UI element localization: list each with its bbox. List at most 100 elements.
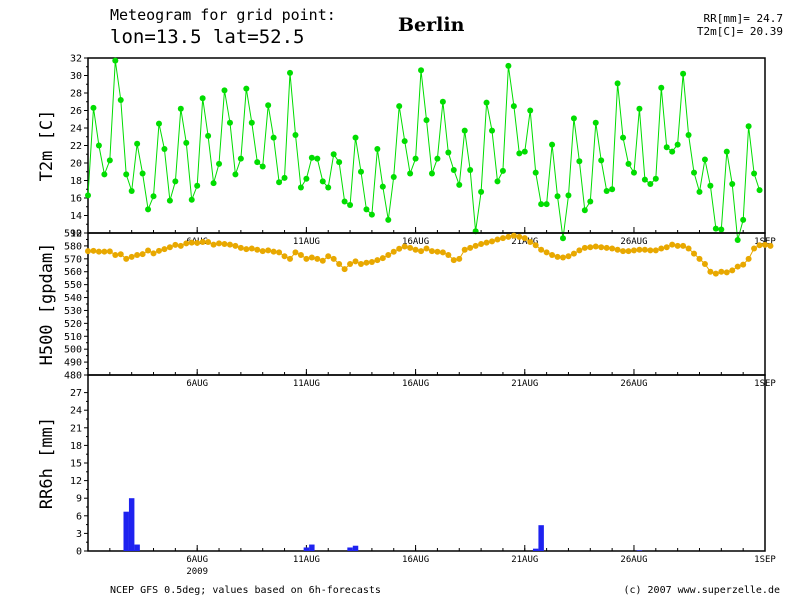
x-tick-label: 21AUG — [511, 379, 538, 389]
data-point — [188, 239, 195, 246]
data-point — [538, 246, 545, 253]
data-point — [194, 182, 201, 189]
data-point — [472, 242, 479, 249]
precip-bar — [309, 544, 315, 551]
data-point — [663, 244, 670, 251]
data-point — [723, 148, 730, 155]
data-point — [396, 103, 403, 110]
data-point — [652, 247, 659, 254]
data-point — [418, 67, 425, 74]
data-point — [155, 120, 162, 127]
data-point — [598, 244, 605, 251]
data-point — [603, 244, 610, 251]
data-point — [341, 266, 348, 273]
data-point — [319, 178, 326, 185]
data-point — [357, 260, 364, 267]
precip-bar — [538, 525, 544, 551]
data-point — [652, 175, 659, 182]
data-point — [325, 253, 332, 260]
y-tick-label: 550 — [64, 280, 82, 291]
data-point — [161, 146, 168, 152]
data-point — [85, 192, 91, 199]
data-point — [565, 253, 572, 260]
data-point — [368, 259, 375, 266]
data-point — [128, 253, 135, 260]
y-tick-label: 24 — [70, 406, 82, 417]
data-point — [243, 246, 250, 253]
city-name: Berlin — [398, 14, 465, 36]
y-tick-label: 530 — [64, 306, 82, 317]
data-point — [609, 186, 616, 193]
data-point — [390, 174, 397, 180]
data-point — [134, 140, 141, 147]
data-point — [166, 244, 173, 251]
data-point — [385, 216, 392, 223]
data-point — [390, 248, 397, 255]
data-point — [614, 80, 621, 87]
data-point — [407, 170, 414, 177]
data-point — [139, 170, 146, 177]
data-point — [554, 193, 561, 200]
data-point — [139, 251, 146, 258]
y-tick-label: 6 — [76, 511, 82, 522]
data-point — [106, 248, 113, 255]
data-point — [259, 163, 266, 170]
y-tick-label: 24 — [70, 124, 82, 135]
data-point — [762, 241, 768, 248]
data-point — [216, 240, 223, 247]
data-point — [308, 254, 315, 261]
data-point — [428, 248, 435, 255]
data-point — [740, 261, 747, 268]
data-point — [439, 98, 446, 105]
data-point — [467, 167, 474, 173]
data-point — [620, 134, 627, 141]
data-point — [554, 253, 561, 260]
x-tick-label: 6AUG — [186, 555, 208, 565]
data-point — [145, 206, 152, 213]
data-point — [505, 62, 512, 69]
y-tick-label: 12 — [70, 476, 82, 487]
data-point — [734, 237, 741, 243]
data-point — [570, 115, 577, 122]
data-point — [669, 148, 676, 155]
panel-frame-1 — [87, 232, 766, 376]
x-tick-label: 11AUG — [293, 379, 320, 389]
data-point — [658, 245, 665, 252]
footer-source: NCEP GFS 0.5deg; values based on 6h-fore… — [110, 585, 381, 596]
panel-frame-2 — [87, 374, 766, 552]
data-point — [172, 178, 179, 185]
data-point — [216, 160, 223, 167]
x-tick-label: 6AUG — [186, 379, 208, 389]
data-point — [756, 187, 763, 194]
x-tick-label: 21AUG — [511, 237, 538, 247]
x-year-label: 2009 — [186, 567, 208, 577]
data-point — [117, 97, 124, 103]
y-tick-label: 18 — [70, 441, 82, 452]
data-point — [461, 127, 468, 134]
data-point — [723, 269, 730, 276]
y-tick-label: 0 — [76, 547, 82, 558]
data-point — [423, 245, 430, 252]
y-axis-label-1: H500 [gpdam] — [37, 243, 57, 366]
data-point — [625, 160, 632, 167]
data-point — [330, 151, 337, 158]
data-point — [543, 249, 550, 256]
data-point — [450, 167, 457, 173]
data-point — [630, 247, 637, 254]
data-point — [347, 260, 354, 267]
data-point — [248, 245, 255, 252]
data-point — [647, 247, 654, 254]
data-point — [587, 244, 594, 251]
data-point — [123, 255, 130, 262]
x-tick-label: 21AUG — [511, 555, 538, 565]
data-point — [598, 157, 605, 164]
data-point — [707, 182, 714, 189]
data-point — [336, 159, 343, 166]
data-point — [510, 103, 517, 110]
data-point — [691, 250, 698, 257]
data-point — [112, 57, 119, 64]
data-point — [663, 144, 670, 151]
precip-bar — [636, 550, 643, 551]
data-point — [325, 184, 332, 191]
